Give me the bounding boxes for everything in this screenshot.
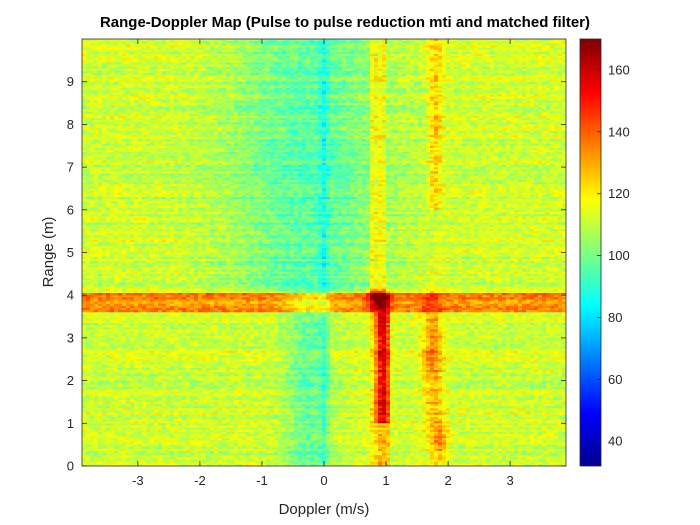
chart-title: Range-Doppler Map (Pulse to pulse reduct… (100, 14, 590, 31)
heatmap-image (82, 39, 567, 467)
